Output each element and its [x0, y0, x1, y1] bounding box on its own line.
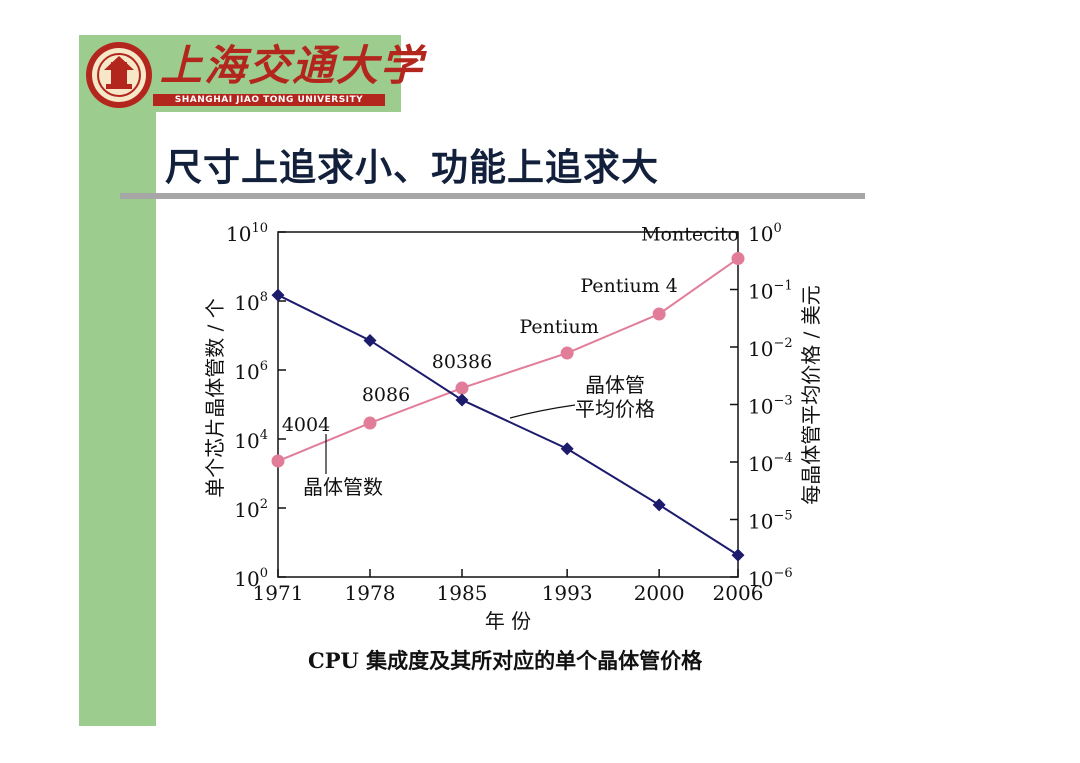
- data-point-label: Montecito: [641, 224, 739, 246]
- series-point-2: [271, 288, 285, 302]
- x-tick-label: 2006: [713, 581, 764, 605]
- series-line-2: [277, 294, 739, 556]
- left-accent-bar: [79, 112, 156, 726]
- series-annotation-transistor-count: 晶体管数: [303, 475, 383, 499]
- sjtu-emblem-icon: [86, 42, 152, 108]
- left-tick-label: 1010: [226, 221, 268, 246]
- series-point-2: [560, 442, 574, 456]
- left-tick-label: 104: [234, 428, 268, 453]
- series-point-1: [560, 346, 574, 360]
- x-tick-label: 2000: [634, 581, 685, 605]
- left-tick-label: 108: [234, 290, 268, 315]
- logo-english-name: SHANGHAI JIAO TONG UNIVERSITY: [153, 94, 385, 106]
- series-line-1: [277, 257, 739, 462]
- x-tick-label: 1978: [345, 581, 396, 605]
- series-annotation-price-line2: 平均价格: [575, 397, 655, 421]
- x-tick-label: 1993: [542, 581, 593, 605]
- series-point-2: [455, 393, 469, 407]
- x-tick-label: 1985: [437, 581, 488, 605]
- right-tick-label: 10−3: [748, 394, 793, 419]
- series-point-2: [363, 333, 377, 347]
- data-point-label: Pentium: [519, 316, 598, 338]
- left-tick-label: 100: [234, 566, 268, 591]
- figure-caption: CPU 集成度及其所对应的单个晶体管价格: [308, 648, 703, 673]
- data-point-label: 8086: [362, 384, 410, 406]
- series-annotation-price-line1: 晶体管: [585, 373, 645, 397]
- series-point-2: [731, 548, 745, 562]
- x-axis-label: 年 份: [485, 609, 531, 633]
- slide-title: 尺寸上追求小、功能上追求大: [165, 146, 659, 189]
- series-point-1: [652, 307, 666, 321]
- data-point-label: 4004: [282, 414, 330, 436]
- series-point-1: [455, 381, 469, 395]
- title-underline: [120, 193, 865, 199]
- data-point-label: Pentium 4: [580, 275, 678, 297]
- right-tick-label: 10−2: [748, 336, 793, 361]
- right-tick-label: 100: [748, 221, 782, 246]
- right-tick-label: 10−1: [748, 279, 793, 304]
- series-point-1: [363, 416, 377, 430]
- left-tick-label: 106: [234, 359, 268, 384]
- right-tick-label: 10−5: [748, 509, 793, 534]
- left-axis-label: 单个芯片晶体管数 / 个: [203, 298, 227, 497]
- left-tick-label: 102: [234, 497, 268, 522]
- x-tick-label: 1971: [253, 581, 304, 605]
- data-point-label: 80386: [432, 351, 492, 373]
- series-point-1: [271, 454, 285, 468]
- series-point-1: [731, 252, 745, 266]
- right-tick-label: 10−4: [748, 451, 793, 476]
- right-tick-label: 10−6: [748, 566, 793, 591]
- annotation-leader: [509, 404, 576, 419]
- logo-chinese-name: 上海交通大学: [160, 41, 425, 90]
- right-axis-label: 每晶体管平均价格 / 美元: [799, 285, 823, 504]
- series-point-2: [652, 498, 666, 512]
